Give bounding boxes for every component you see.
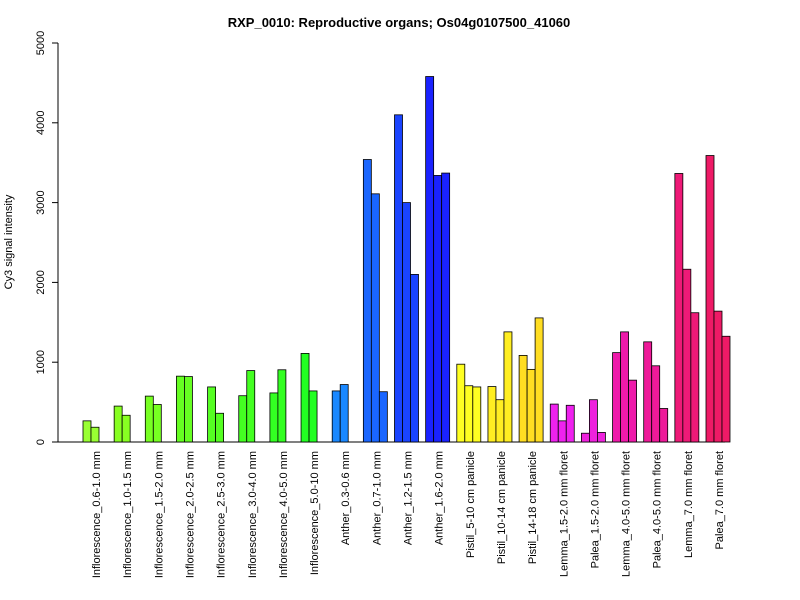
bar bbox=[425, 76, 435, 443]
bar bbox=[331, 390, 341, 443]
x-category-label: Lemma_1.5-2.0 mm floret bbox=[558, 451, 570, 577]
chart-title: RXP_0010: Reproductive organs; Os04g0107… bbox=[228, 15, 571, 30]
bar bbox=[402, 202, 411, 443]
bar bbox=[246, 370, 256, 443]
bar bbox=[464, 385, 474, 443]
y-tick-label: 1000 bbox=[35, 350, 47, 374]
bar bbox=[651, 365, 661, 443]
bar bbox=[215, 412, 225, 443]
bar bbox=[152, 404, 162, 443]
bar bbox=[339, 384, 349, 443]
x-category-label: Inflorescence_0.6-1.0 mm bbox=[91, 451, 103, 578]
bar bbox=[549, 403, 559, 443]
bar bbox=[503, 331, 513, 443]
bar bbox=[144, 395, 154, 443]
y-tick-label: 2000 bbox=[35, 270, 47, 294]
bar bbox=[113, 405, 123, 443]
x-category-label: Anther_1.2-1.5 mm bbox=[403, 451, 415, 545]
bar bbox=[394, 114, 403, 443]
bar bbox=[628, 379, 637, 443]
bar bbox=[682, 268, 692, 443]
bar bbox=[300, 353, 310, 443]
bar bbox=[90, 426, 100, 443]
x-category-label: Inflorescence_1.0-1.5 mm bbox=[122, 451, 134, 578]
bar bbox=[597, 432, 606, 443]
bar bbox=[487, 386, 497, 443]
bar bbox=[238, 395, 248, 443]
bar bbox=[269, 392, 279, 443]
y-tick-label: 5000 bbox=[35, 31, 47, 55]
bar bbox=[620, 331, 629, 443]
bar bbox=[589, 399, 598, 443]
bar bbox=[721, 335, 731, 443]
y-axis-ticks: 0 1000 2000 3000 4000 5000 bbox=[35, 31, 58, 445]
bar bbox=[433, 175, 443, 443]
bar bbox=[659, 408, 669, 443]
bar bbox=[378, 391, 388, 443]
bar bbox=[184, 376, 193, 443]
y-tick-label: 3000 bbox=[35, 190, 47, 214]
x-category-label: Inflorescence_3.0-4.0 mm bbox=[247, 451, 259, 578]
x-category-label: Lemma_7.0 mm floret bbox=[683, 451, 695, 558]
bar bbox=[277, 369, 287, 443]
y-tick-label: 0 bbox=[35, 439, 47, 445]
x-category-label: Anther_0.7-1.0 mm bbox=[371, 451, 383, 545]
x-category-label: Pistil_10-14 cm panicle bbox=[496, 451, 508, 564]
x-category-label: Inflorescence_5.0-10 mm bbox=[309, 451, 321, 575]
bar bbox=[526, 368, 536, 443]
bar bbox=[565, 404, 575, 443]
x-category-label: Inflorescence_1.5-2.0 mm bbox=[153, 451, 165, 578]
x-category-label: Inflorescence_4.0-5.0 mm bbox=[278, 451, 290, 578]
x-category-label: Anther_1.6-2.0 mm bbox=[434, 451, 446, 545]
bar bbox=[534, 317, 544, 443]
bar bbox=[472, 386, 482, 443]
bar bbox=[690, 312, 700, 443]
x-category-label: Anther_0.3-0.6 mm bbox=[340, 451, 352, 545]
bar bbox=[121, 414, 131, 443]
bar bbox=[370, 193, 380, 443]
bar bbox=[362, 159, 372, 443]
x-category-label: Pistil_5-10 cm panicle bbox=[465, 451, 477, 558]
bar bbox=[176, 375, 185, 443]
bar bbox=[674, 173, 684, 443]
bar bbox=[518, 355, 528, 443]
bar bbox=[612, 352, 621, 443]
bar bbox=[713, 310, 723, 443]
bar bbox=[495, 399, 505, 443]
x-category-label: Palea_7.0 mm floret bbox=[714, 451, 726, 549]
x-category-label: Lemma_4.0-5.0 mm floret bbox=[621, 451, 633, 577]
bars-layer bbox=[82, 76, 731, 443]
x-category-label: Inflorescence_2.0-2.5 mm bbox=[184, 451, 196, 578]
bar bbox=[643, 341, 653, 443]
x-category-label: Palea_4.0-5.0 mm floret bbox=[652, 451, 664, 568]
x-category-label: Pistil_14-18 cm panicle bbox=[527, 451, 539, 564]
y-tick-label: 4000 bbox=[35, 111, 47, 135]
bar bbox=[207, 386, 217, 443]
bar bbox=[82, 420, 92, 443]
bar bbox=[441, 172, 451, 443]
x-category-label: Inflorescence_2.5-3.0 mm bbox=[216, 451, 228, 578]
bar bbox=[308, 390, 318, 443]
x-category-label: Palea_1.5-2.0 mm floret bbox=[589, 451, 601, 568]
bar bbox=[456, 363, 466, 443]
category-labels: Inflorescence_0.6-1.0 mm Inflorescence_1.… bbox=[91, 451, 726, 578]
bar bbox=[705, 155, 715, 443]
bar bbox=[410, 274, 419, 443]
bar bbox=[557, 420, 567, 443]
y-axis-label: Cy3 signal intensity bbox=[3, 194, 15, 289]
bar bbox=[581, 432, 590, 443]
